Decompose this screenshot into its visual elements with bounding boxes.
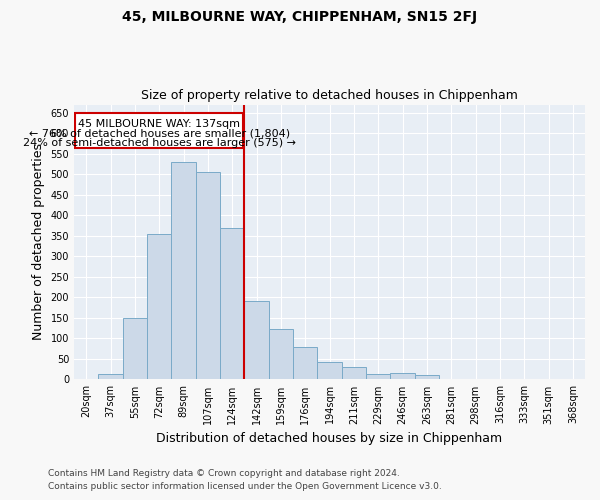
Title: Size of property relative to detached houses in Chippenham: Size of property relative to detached ho…: [141, 89, 518, 102]
Bar: [269, 330, 293, 380]
Bar: [317, 362, 341, 380]
Text: 45 MILBOURNE WAY: 137sqm: 45 MILBOURNE WAY: 137sqm: [78, 118, 240, 128]
Bar: [415, 376, 439, 380]
Y-axis label: Number of detached properties: Number of detached properties: [32, 144, 45, 340]
Text: 24% of semi-detached houses are larger (575) →: 24% of semi-detached houses are larger (…: [23, 138, 296, 148]
Text: Contains public sector information licensed under the Open Government Licence v3: Contains public sector information licen…: [48, 482, 442, 491]
Bar: [244, 302, 269, 380]
Bar: [391, 374, 415, 380]
Text: ← 76% of detached houses are smaller (1,804): ← 76% of detached houses are smaller (1,…: [29, 128, 290, 138]
Bar: [122, 318, 147, 380]
Bar: [220, 228, 244, 380]
FancyBboxPatch shape: [75, 113, 243, 148]
Bar: [147, 234, 172, 380]
Bar: [366, 374, 391, 380]
X-axis label: Distribution of detached houses by size in Chippenham: Distribution of detached houses by size …: [157, 432, 503, 445]
Text: Contains HM Land Registry data © Crown copyright and database right 2024.: Contains HM Land Registry data © Crown c…: [48, 468, 400, 477]
Bar: [341, 367, 366, 380]
Bar: [172, 162, 196, 380]
Bar: [293, 346, 317, 380]
Bar: [98, 374, 122, 380]
Bar: [196, 172, 220, 380]
Text: 45, MILBOURNE WAY, CHIPPENHAM, SN15 2FJ: 45, MILBOURNE WAY, CHIPPENHAM, SN15 2FJ: [122, 10, 478, 24]
